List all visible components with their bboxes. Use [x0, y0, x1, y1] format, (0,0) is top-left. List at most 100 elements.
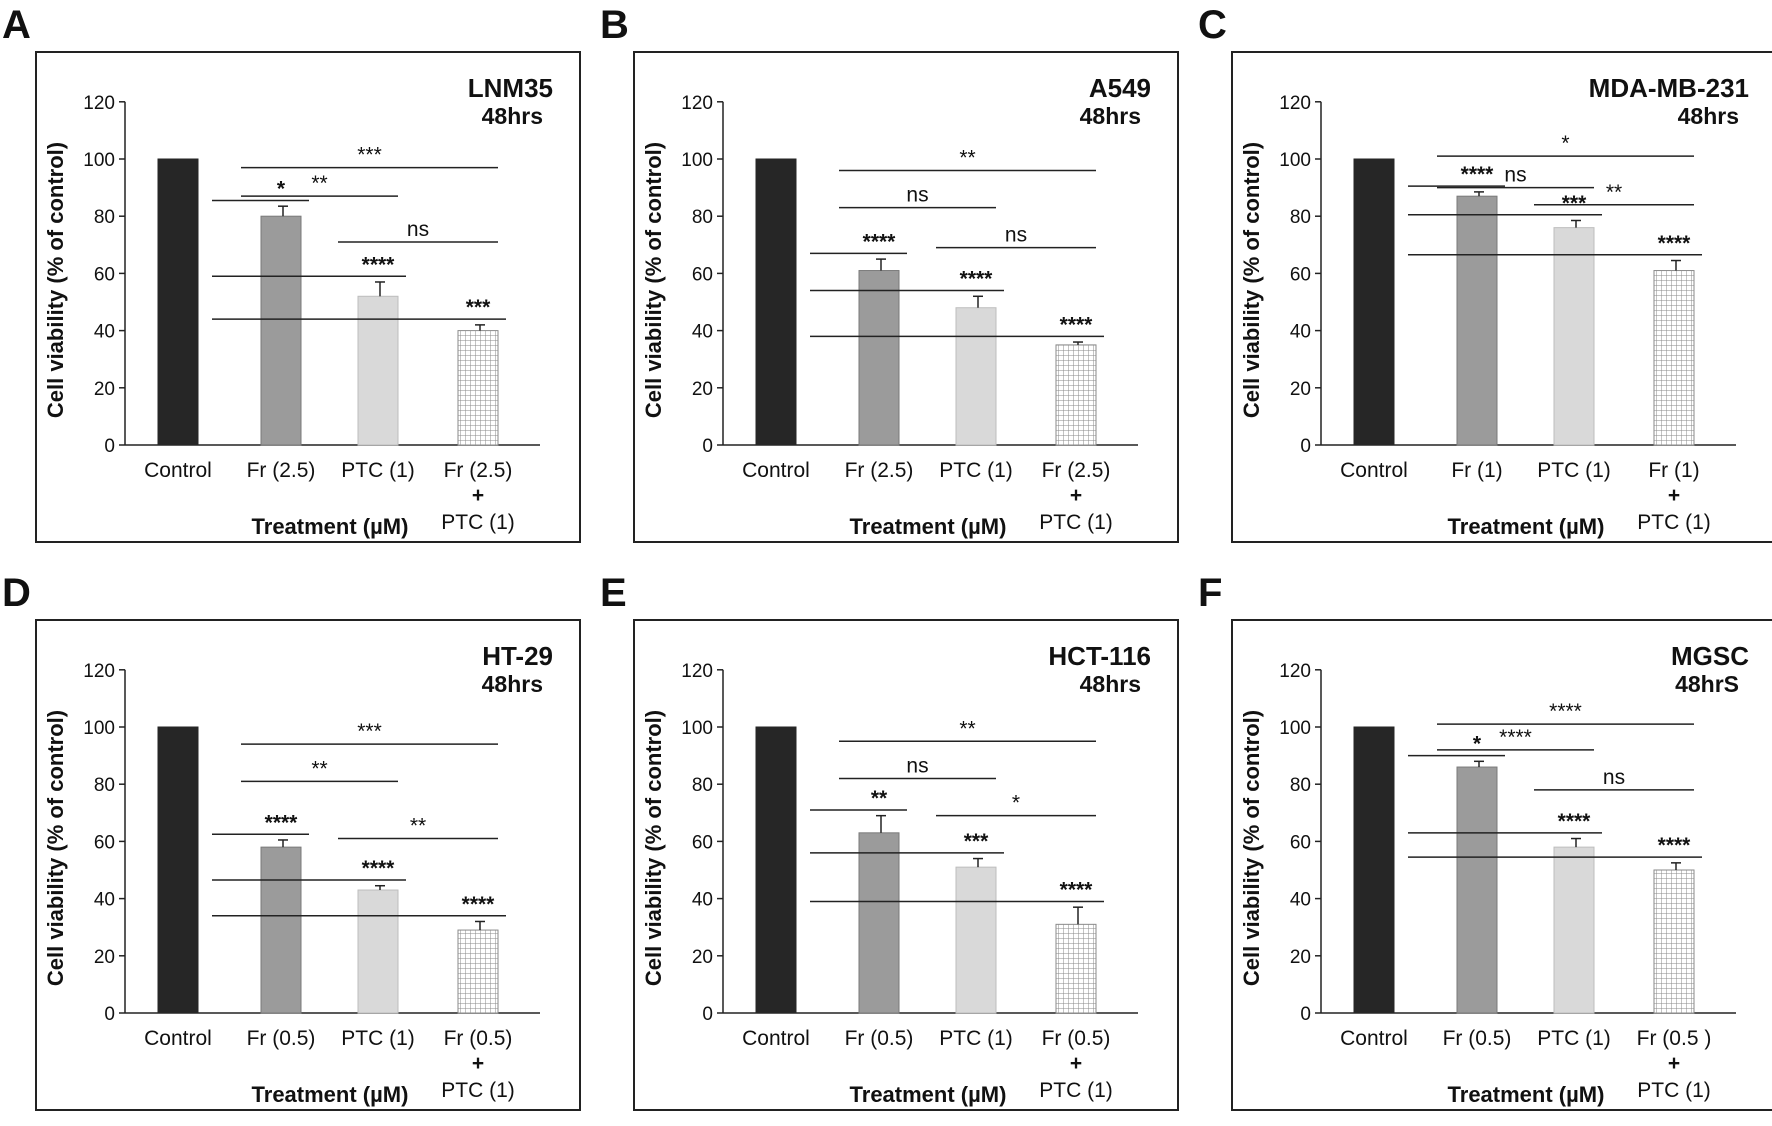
- pairwise-label: ns: [407, 218, 429, 241]
- y-tick-label: 120: [1279, 661, 1311, 682]
- x-tick-label: PTC (1): [1637, 1079, 1711, 1102]
- x-axis-label: Treatment (µM): [1448, 1082, 1605, 1107]
- x-tick-label: Control: [1340, 459, 1408, 482]
- x-tick-label: +: [1668, 1052, 1680, 1075]
- y-tick-label: 80: [94, 775, 115, 796]
- pairwise-label: **: [311, 172, 327, 195]
- x-tick-label: PTC (1): [1637, 511, 1711, 534]
- bar: [157, 158, 199, 446]
- y-tick-label: 20: [692, 947, 713, 968]
- panel-letter: B: [600, 3, 629, 47]
- x-tick-label: PTC (1): [1039, 1079, 1113, 1102]
- significance-label: ****: [265, 811, 299, 834]
- y-tick-label: 100: [83, 150, 115, 171]
- x-tick-label: PTC (1): [939, 1027, 1013, 1050]
- x-tick-label: PTC (1): [939, 459, 1013, 482]
- bar: [157, 726, 199, 1014]
- panel-c: C 0 20 40 60 80 100 120 Cell viability (% of con…: [1198, 3, 1772, 543]
- y-tick-label: 40: [1290, 890, 1311, 911]
- chart-subtitle: 48hrs: [482, 103, 543, 129]
- significance-label: ****: [960, 268, 994, 291]
- significance-label: ****: [1558, 810, 1592, 833]
- bar: [1055, 344, 1097, 446]
- y-tick-label: 60: [94, 264, 115, 285]
- x-tick-label: PTC (1): [1537, 1027, 1611, 1050]
- y-tick-label: 40: [692, 890, 713, 911]
- panel-frame: [35, 51, 581, 543]
- significance-label: *: [277, 177, 286, 200]
- chart-subtitle: 48hrs: [1678, 103, 1739, 129]
- y-tick-label: 100: [83, 718, 115, 739]
- panel-frame: [633, 51, 1179, 543]
- pairwise-label: **: [410, 815, 426, 838]
- bar: [755, 158, 797, 446]
- x-tick-label: Fr (1): [1451, 459, 1502, 482]
- panel-frame: [1231, 51, 1772, 543]
- bar: [1553, 846, 1595, 1014]
- pairwise-label: ***: [357, 720, 382, 743]
- panel-letter: E: [600, 571, 627, 615]
- x-tick-label: PTC (1): [441, 511, 515, 534]
- y-axis-label: Cell viability (% of control): [1239, 142, 1264, 418]
- panel-b: B 0 20 40 60 80 100 120 Cell viability (% of con…: [600, 3, 1179, 543]
- chart-title: A549: [1089, 73, 1151, 103]
- significance-label: ****: [863, 230, 897, 253]
- panel-frame: [1231, 619, 1772, 1111]
- pairwise-label: **: [1606, 181, 1622, 204]
- panel-frame: [35, 619, 581, 1111]
- pairwise-label: ns: [906, 754, 928, 777]
- x-tick-label: PTC (1): [441, 1079, 515, 1102]
- x-tick-label: +: [472, 1052, 484, 1075]
- bar: [858, 270, 900, 446]
- x-tick-label: PTC (1): [1039, 511, 1113, 534]
- y-tick-label: 80: [1290, 775, 1311, 796]
- bar: [457, 330, 499, 446]
- pairwise-label: ns: [1005, 224, 1027, 247]
- x-tick-label: Fr (0.5): [845, 1027, 914, 1050]
- y-tick-label: 40: [94, 890, 115, 911]
- y-tick-label: 100: [681, 718, 713, 739]
- x-tick-label: Fr (0.5): [444, 1027, 513, 1050]
- x-tick-label: Fr (1): [1648, 459, 1699, 482]
- y-tick-label: 20: [1290, 379, 1311, 400]
- x-tick-label: Fr (0.5): [1443, 1027, 1512, 1050]
- significance-label: ****: [1658, 834, 1692, 857]
- x-axis-label: Treatment (µM): [252, 514, 409, 539]
- y-tick-label: 60: [692, 264, 713, 285]
- chart-title: HT-29: [482, 641, 553, 671]
- bar: [955, 866, 997, 1014]
- bar: [1653, 270, 1695, 446]
- panel-d: D 0 20 40 60 80 100 120 Cell viability (% of con…: [2, 571, 581, 1111]
- chart-subtitle: 48hrs: [482, 671, 543, 697]
- bar: [260, 215, 302, 446]
- bar: [260, 846, 302, 1014]
- panel-e: E 0 20 40 60 80 100 120 Cell viability (% of con…: [600, 571, 1179, 1111]
- y-axis-label: Cell viability (% of control): [641, 142, 666, 418]
- pairwise-label: **: [311, 757, 327, 780]
- bar: [955, 307, 997, 446]
- x-tick-label: Fr (2.5): [1042, 459, 1111, 482]
- chart-title: MDA-MB-231: [1589, 73, 1749, 103]
- x-axis-label: Treatment (µM): [1448, 514, 1605, 539]
- y-tick-label: 40: [1290, 322, 1311, 343]
- y-tick-label: 80: [94, 207, 115, 228]
- panel-letter: F: [1198, 571, 1222, 615]
- x-tick-label: PTC (1): [341, 1027, 415, 1050]
- bar: [1456, 766, 1498, 1014]
- significance-label: ****: [1461, 163, 1495, 186]
- x-tick-label: PTC (1): [341, 459, 415, 482]
- y-tick-label: 80: [692, 207, 713, 228]
- y-tick-label: 20: [94, 947, 115, 968]
- bar: [1553, 227, 1595, 446]
- panel-f: F 0 20 40 60 80 100 120 Cell viability (% of con…: [1198, 571, 1772, 1111]
- y-tick-label: 100: [681, 150, 713, 171]
- significance-label: ****: [1060, 878, 1094, 901]
- x-tick-label: Control: [742, 1027, 810, 1050]
- significance-label: ***: [1562, 192, 1587, 215]
- chart-subtitle: 48hrs: [1080, 103, 1141, 129]
- x-axis-label: Treatment (µM): [850, 514, 1007, 539]
- x-axis-label: Treatment (µM): [252, 1082, 409, 1107]
- x-tick-label: Fr (0.5 ): [1637, 1027, 1712, 1050]
- y-tick-label: 0: [702, 436, 713, 457]
